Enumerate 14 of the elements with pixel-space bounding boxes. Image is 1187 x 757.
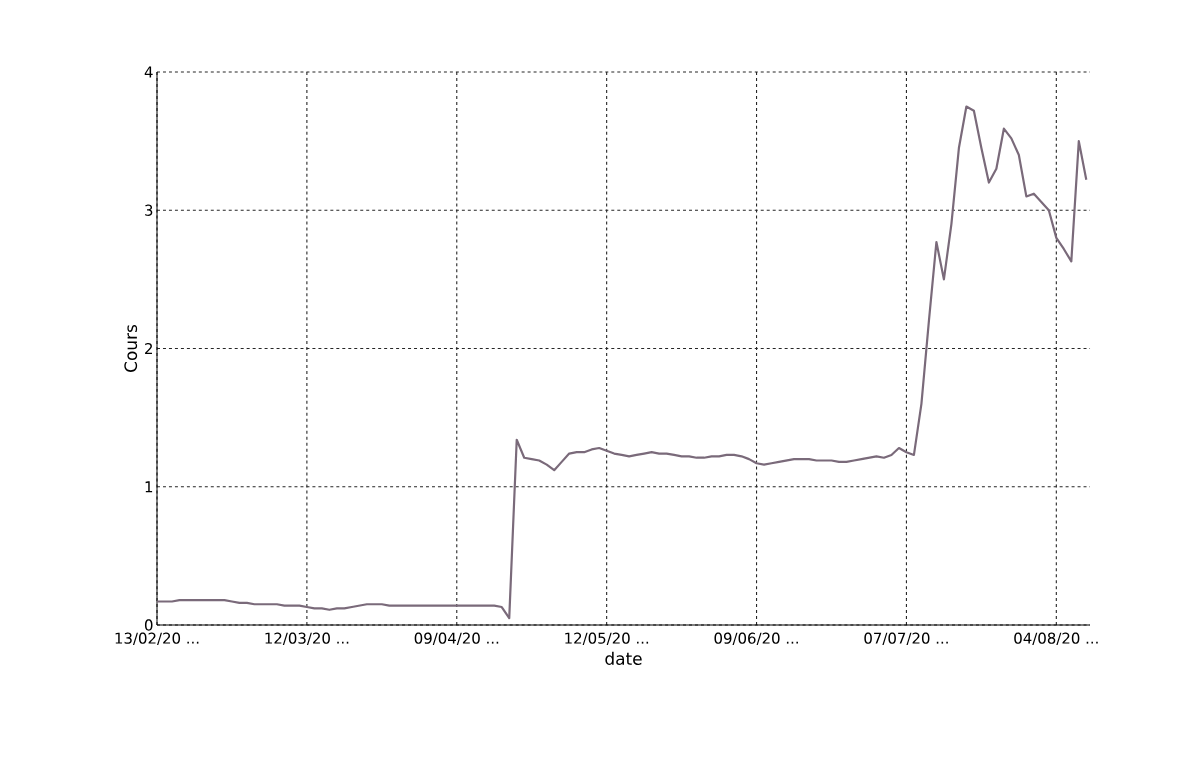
y-tick-label: 2 <box>145 342 152 355</box>
x-tick-label: 12/03/20 ... <box>265 632 349 645</box>
y-tick-label: 1 <box>145 481 153 493</box>
x-axis-title: date <box>605 651 642 665</box>
y-tick-label: 3 <box>145 204 153 216</box>
x-tick-label: 07/07/20 ... <box>864 632 948 645</box>
x-tick-label: 09/06/20 ... <box>714 632 798 645</box>
x-tick-label: 12/05/20 ... <box>565 632 649 645</box>
y-tick-label: 4 <box>144 66 153 78</box>
x-tick-label: 09/04/20 ... <box>414 632 499 645</box>
x-tick-label: 13/02/20 ... <box>115 632 199 645</box>
x-tick-label: 04/08/20 ... <box>1014 632 1098 645</box>
y-tick-label: 0 <box>144 619 153 631</box>
y-axis-title: Cours <box>124 324 138 372</box>
